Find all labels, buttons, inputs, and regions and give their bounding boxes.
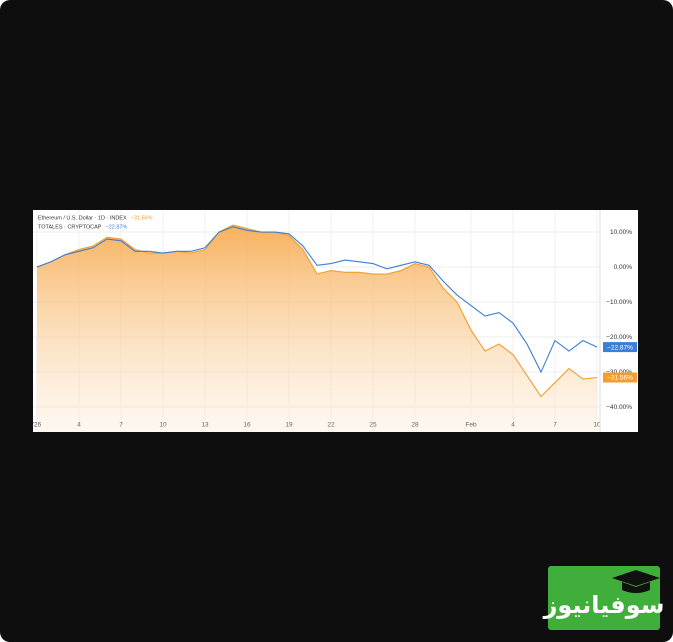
y-tick-label: −10.00% xyxy=(606,299,632,306)
y-tick-label: −20.00% xyxy=(606,334,632,341)
logo-cap-base xyxy=(622,582,650,593)
area-fill xyxy=(37,225,597,432)
series-line xyxy=(36,226,598,374)
value-badge xyxy=(603,342,637,353)
legend-entry: TOTALES · CRYPTOCAP xyxy=(38,224,102,230)
value-label: −31.56% xyxy=(607,375,633,382)
y-tick-label: −30.00% xyxy=(606,369,632,376)
value-label: −22.87% xyxy=(607,344,633,351)
legend-entry: Ethereum / U.S. Dollar · 1D · INDEX xyxy=(38,215,127,221)
legend-value: −31.56% xyxy=(131,215,153,221)
y-tick-label: −40.00% xyxy=(606,404,632,411)
legend-value: −22.87% xyxy=(105,224,127,230)
value-badge xyxy=(603,372,637,383)
x-tick-label: 10 xyxy=(593,422,601,429)
y-tick-label: 0.00% xyxy=(614,264,633,271)
logo-cap xyxy=(612,570,660,586)
y-tick-label: 10.00% xyxy=(610,229,632,236)
logo-text: سوفیانیوز xyxy=(543,591,665,619)
series-line xyxy=(36,224,598,398)
